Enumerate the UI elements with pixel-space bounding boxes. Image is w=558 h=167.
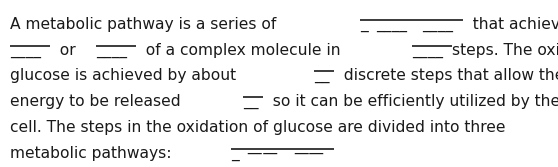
Text: of a complex molecule in: of a complex molecule in [136, 43, 350, 58]
Text: ——: —— [294, 146, 325, 161]
Text: metabolic pathways:: metabolic pathways: [10, 146, 181, 161]
Text: ——: —— [247, 146, 283, 161]
Text: ____: ____ [376, 17, 412, 32]
Text: energy to be released: energy to be released [10, 94, 190, 109]
Text: discrete steps that allow the: discrete steps that allow the [334, 68, 558, 84]
Text: so it can be efficiently utilized by the: so it can be efficiently utilized by the [263, 94, 558, 109]
Text: or: or [50, 43, 85, 58]
Text: _: _ [231, 146, 244, 161]
Text: ____: ____ [10, 43, 41, 58]
Text: A metabolic pathway is a series of: A metabolic pathway is a series of [10, 17, 281, 32]
Text: that achieves the: that achieves the [463, 17, 558, 32]
Text: ____: ____ [422, 17, 454, 32]
Text: _: _ [360, 17, 373, 32]
Text: cell. The steps in the oxidation of glucose are divided into three: cell. The steps in the oxidation of gluc… [10, 120, 506, 135]
Text: ____: ____ [95, 43, 127, 58]
Text: ____: ____ [412, 43, 443, 58]
Text: __: __ [314, 68, 330, 84]
Text: steps. The oxidation of: steps. The oxidation of [453, 43, 558, 58]
Text: __: __ [243, 94, 258, 109]
Text: glucose is achieved by about: glucose is achieved by about [10, 68, 246, 84]
